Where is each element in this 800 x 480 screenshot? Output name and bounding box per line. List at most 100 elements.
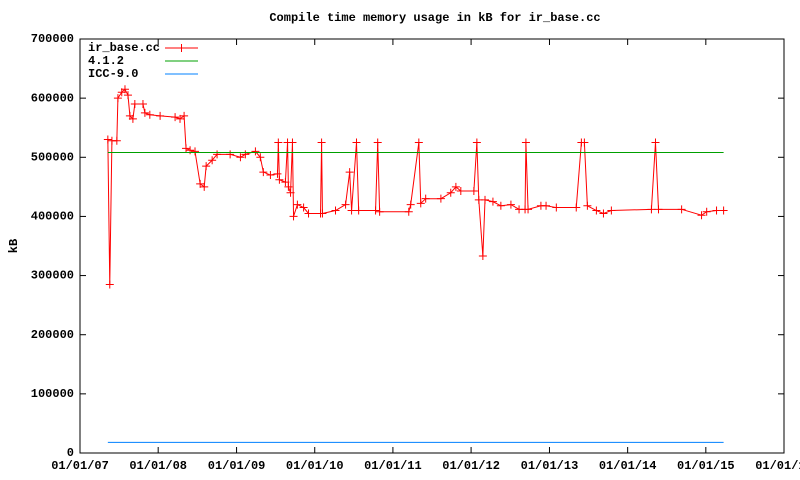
- point-marker: [677, 205, 686, 214]
- legend-marker: [177, 44, 186, 52]
- point-marker: [472, 138, 481, 147]
- point-marker: [317, 138, 326, 147]
- x-tick-label: 01/01/07: [51, 459, 109, 473]
- y-tick-label: 100000: [31, 387, 74, 401]
- point-marker: [281, 178, 290, 187]
- point-marker: [138, 100, 147, 109]
- legend-label: 4.1.2: [88, 54, 124, 68]
- point-marker: [293, 200, 302, 209]
- y-tick-label: 600000: [31, 91, 74, 105]
- point-marker: [352, 138, 361, 147]
- point-marker: [331, 206, 340, 215]
- point-marker: [120, 85, 129, 94]
- point-marker: [105, 280, 114, 289]
- point-marker: [345, 168, 354, 177]
- point-marker: [284, 182, 293, 191]
- point-marker: [304, 209, 313, 218]
- point-marker: [488, 197, 497, 206]
- point-marker: [241, 150, 250, 159]
- y-tick-label: 400000: [31, 210, 74, 224]
- point-marker: [112, 136, 121, 145]
- point-marker: [719, 206, 728, 215]
- point-marker: [251, 147, 260, 156]
- point-marker: [580, 138, 589, 147]
- point-marker: [451, 182, 460, 191]
- point-marker: [592, 206, 601, 215]
- point-marker: [478, 252, 487, 261]
- point-marker: [273, 169, 282, 178]
- x-tick-label: 01/01/12: [442, 459, 500, 473]
- point-marker: [371, 206, 380, 215]
- point-marker: [456, 186, 465, 195]
- point-marker: [702, 207, 711, 216]
- point-marker: [521, 138, 530, 147]
- point-marker: [289, 212, 298, 221]
- point-marker: [156, 111, 165, 120]
- point-marker: [202, 162, 211, 171]
- plot-border: [79, 38, 785, 454]
- point-marker: [236, 153, 245, 162]
- point-marker: [506, 200, 515, 209]
- point-marker: [414, 138, 423, 147]
- point-marker: [354, 206, 363, 215]
- point-marker: [481, 195, 490, 204]
- x-tick-label: 01/01/10: [286, 459, 344, 473]
- point-marker: [171, 113, 180, 122]
- point-marker: [208, 156, 217, 165]
- point-marker: [697, 211, 706, 220]
- point-marker: [651, 138, 660, 147]
- point-marker: [599, 209, 608, 218]
- point-marker: [200, 182, 209, 191]
- x-tick-label: 01/01/11: [364, 459, 422, 473]
- y-tick-label: 700000: [31, 32, 74, 46]
- point-marker: [103, 135, 112, 144]
- point-marker: [607, 206, 616, 215]
- point-marker: [347, 206, 356, 215]
- point-marker: [496, 201, 505, 210]
- point-marker: [654, 205, 663, 214]
- point-marker: [182, 144, 191, 153]
- point-marker: [266, 171, 275, 180]
- point-marker: [180, 111, 189, 120]
- y-tick-label: 200000: [31, 328, 74, 342]
- x-tick-label: 01/01/16: [755, 459, 800, 473]
- x-tick-label: 01/01/15: [677, 459, 735, 473]
- point-marker: [542, 201, 551, 210]
- point-marker: [373, 138, 382, 147]
- point-marker: [647, 205, 656, 214]
- point-marker: [552, 203, 561, 212]
- point-marker: [259, 168, 268, 177]
- point-marker: [406, 200, 415, 209]
- point-marker: [130, 100, 139, 109]
- point-marker: [123, 91, 132, 100]
- x-tick-label: 01/01/14: [599, 459, 657, 473]
- point-marker: [288, 138, 297, 147]
- x-tick-label: 01/01/09: [208, 459, 266, 473]
- legend-label: ir_base.cc: [88, 41, 160, 55]
- point-marker: [196, 179, 205, 188]
- point-marker: [145, 110, 154, 119]
- y-tick-label: 300000: [31, 269, 74, 283]
- point-marker: [226, 150, 235, 159]
- point-marker: [299, 203, 308, 212]
- point-marker: [274, 138, 283, 147]
- point-marker: [275, 175, 284, 184]
- point-marker: [416, 199, 425, 208]
- point-marker: [524, 205, 533, 214]
- point-marker: [176, 114, 185, 123]
- y-axis-label: kB: [7, 239, 21, 253]
- point-marker: [286, 188, 295, 197]
- point-marker: [128, 114, 137, 123]
- x-tick-label: 01/01/08: [129, 459, 187, 473]
- point-marker: [436, 194, 445, 203]
- point-marker: [446, 188, 455, 197]
- point-marker: [421, 194, 430, 203]
- y-tick-label: 0: [67, 446, 74, 460]
- point-marker: [318, 209, 327, 218]
- point-marker: [572, 203, 581, 212]
- point-marker: [583, 201, 592, 210]
- point-marker: [341, 200, 350, 209]
- point-marker: [191, 147, 200, 156]
